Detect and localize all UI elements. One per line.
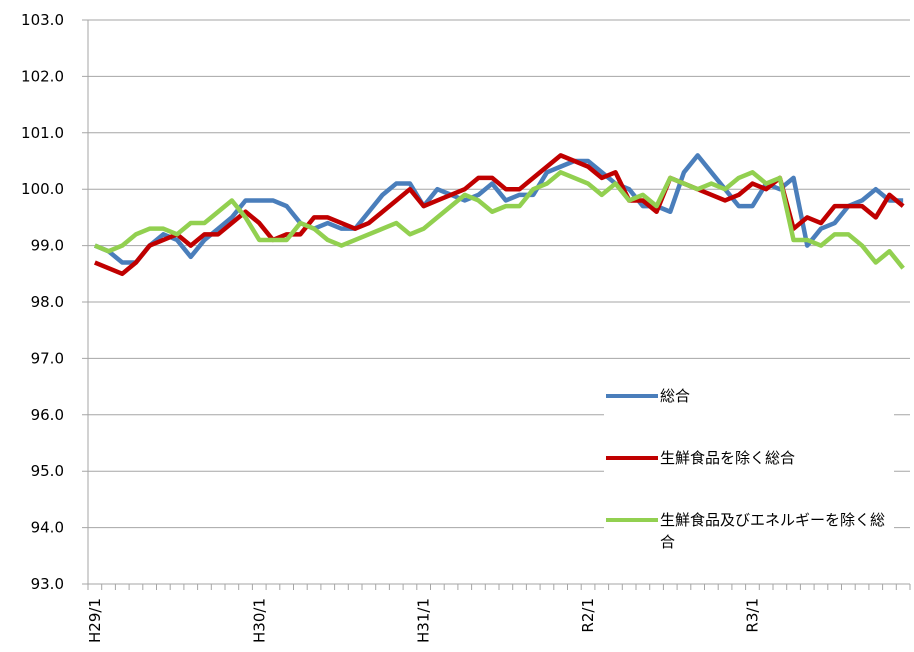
y-tick-label: 100.0 bbox=[21, 180, 64, 198]
series-line bbox=[93, 170, 905, 270]
legend-label: 生鮮食品及びエネルギーを除く総合 bbox=[660, 511, 886, 551]
x-tick-label: R2/1 bbox=[579, 598, 597, 633]
legend-item: 生鮮食品を除く総合 bbox=[604, 447, 894, 469]
y-tick-label: 93.0 bbox=[31, 575, 64, 593]
y-tick-label: 101.0 bbox=[21, 124, 64, 142]
legend-label: 総合 bbox=[660, 387, 691, 405]
y-tick-label: 95.0 bbox=[31, 462, 64, 480]
legend-swatch bbox=[606, 394, 658, 398]
y-tick-label: 103.0 bbox=[21, 11, 64, 29]
x-tick-label: H31/1 bbox=[415, 598, 433, 643]
legend-item: 生鮮食品及びエネルギーを除く総合 bbox=[604, 509, 894, 553]
legend-item: 総合 bbox=[604, 385, 894, 407]
legend-swatch bbox=[606, 456, 658, 460]
y-tick-label: 97.0 bbox=[31, 349, 64, 367]
legend: 総合生鮮食品を除く総合生鮮食品及びエネルギーを除く総合 bbox=[604, 385, 894, 553]
y-tick-label: 102.0 bbox=[21, 67, 64, 85]
y-tick-label: 94.0 bbox=[31, 519, 64, 537]
y-tick-label: 99.0 bbox=[31, 237, 64, 255]
legend-label: 生鮮食品を除く総合 bbox=[660, 449, 796, 467]
x-tick-label: H29/1 bbox=[86, 598, 104, 643]
series-line bbox=[93, 153, 905, 277]
x-tick-label: R3/1 bbox=[743, 598, 761, 633]
y-tick-label: 98.0 bbox=[31, 293, 64, 311]
legend-swatch bbox=[606, 518, 658, 522]
y-tick-label: 96.0 bbox=[31, 406, 64, 424]
x-tick-label: H30/1 bbox=[250, 598, 268, 643]
